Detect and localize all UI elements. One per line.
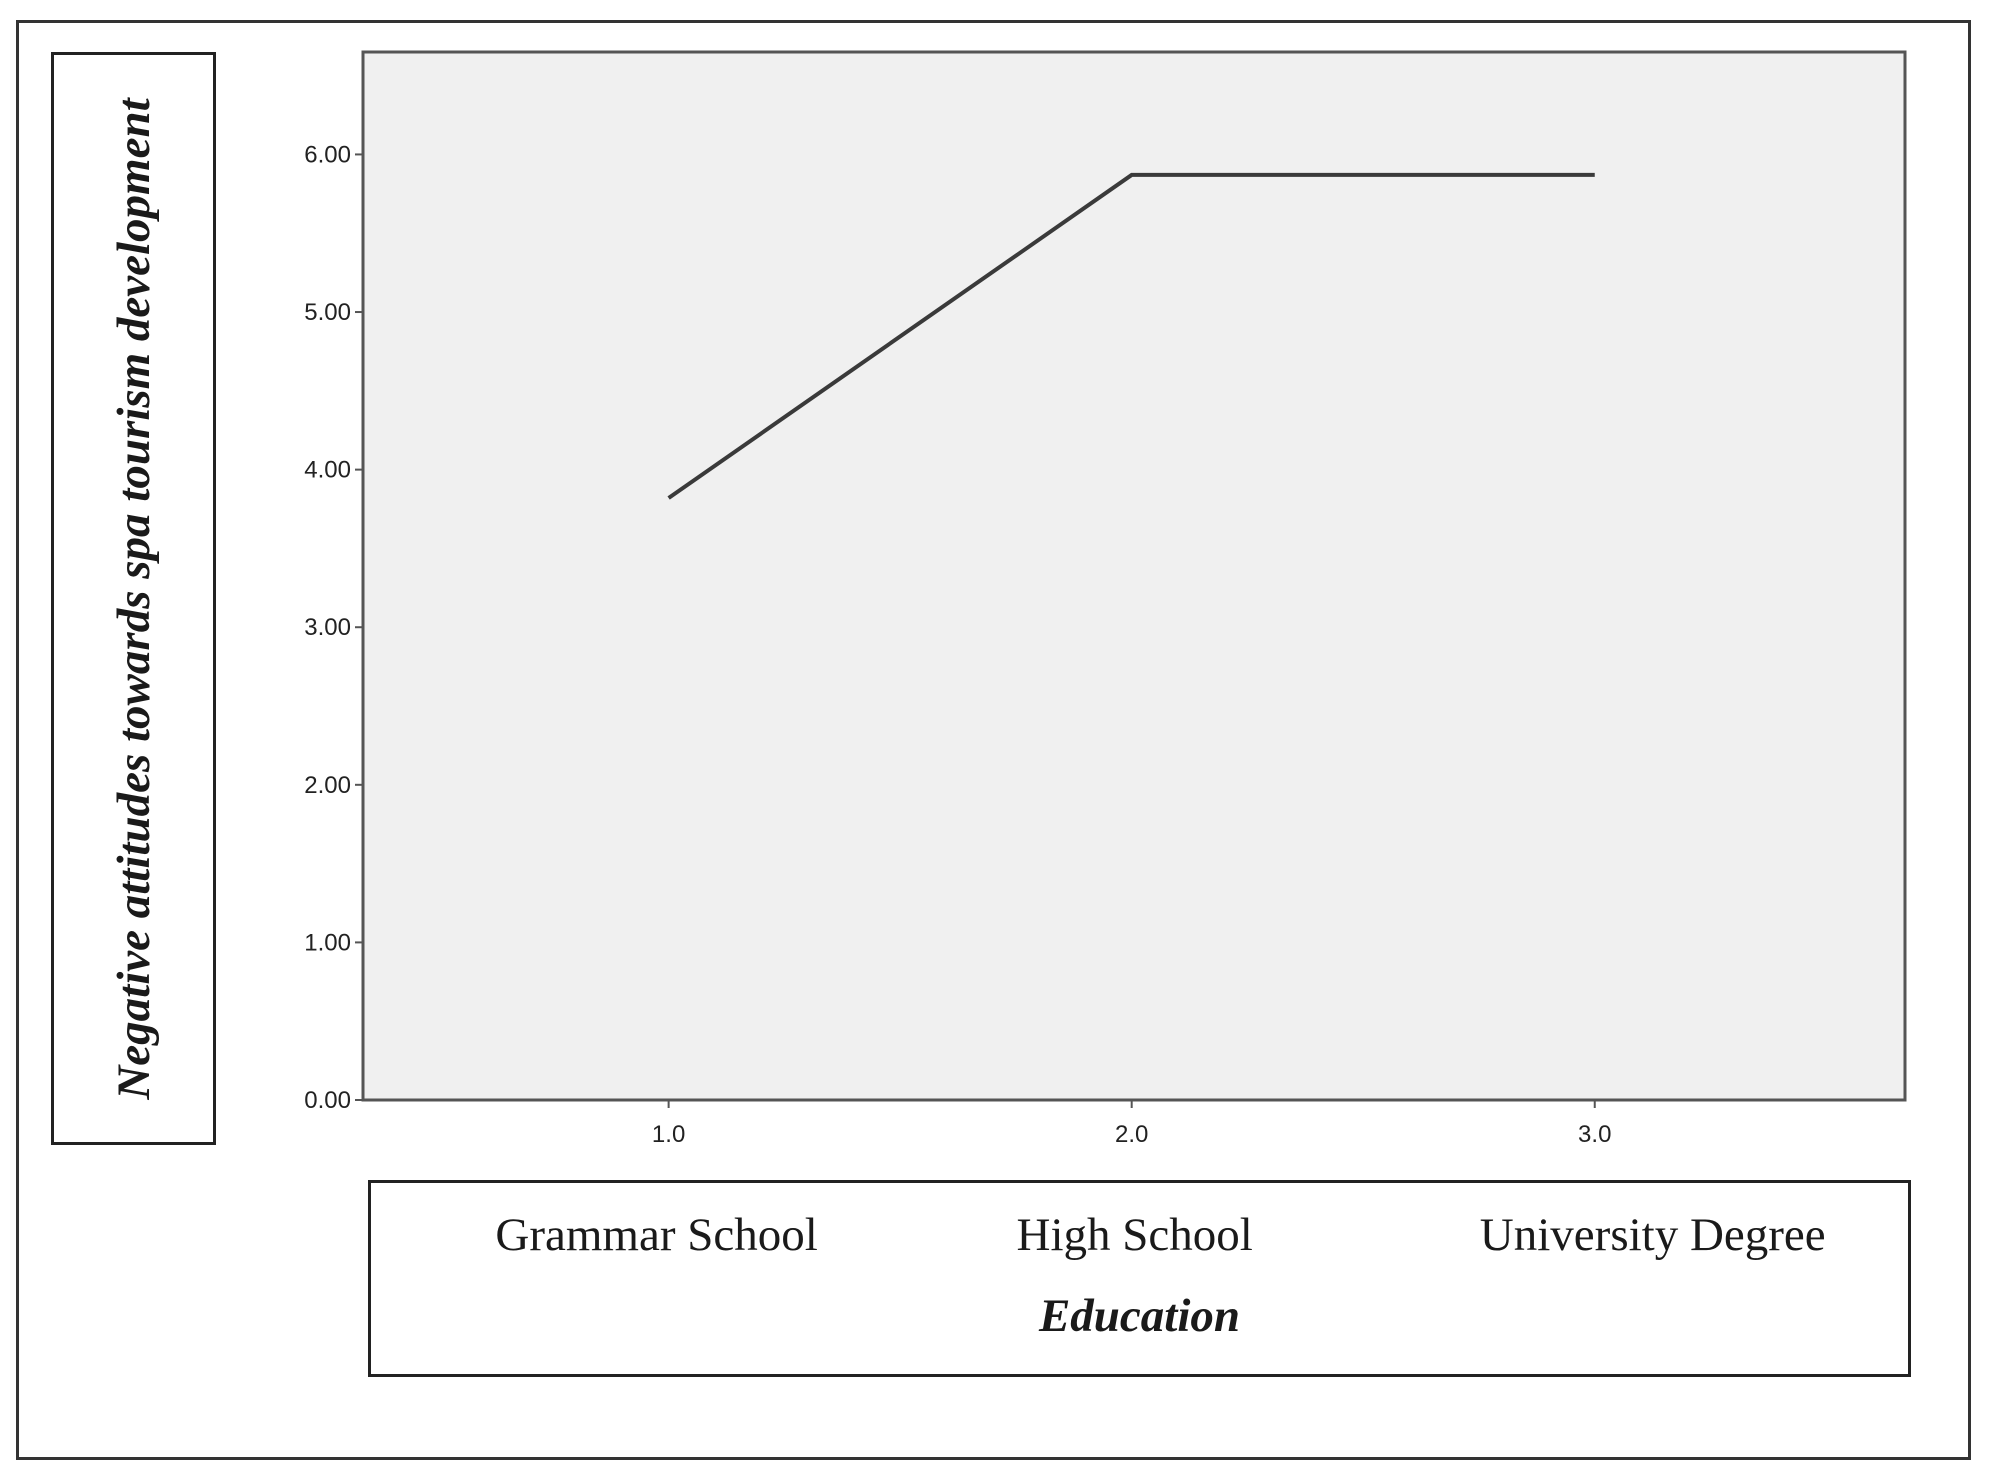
series-layer (667, 172, 1595, 500)
category-label-university-degree: University Degree (1479, 1209, 1826, 1261)
y-tick-label: 0.00 (304, 1087, 351, 1114)
plot-area (361, 50, 1907, 1102)
y-tick-label: 2.00 (304, 772, 351, 799)
figure-frame (16, 20, 1971, 1460)
y-tick-label: 5.00 (304, 299, 351, 326)
x-tick-label: 1.0 (652, 1121, 685, 1148)
y-tick-label: 4.00 (304, 457, 351, 484)
x-axis-label-box: Grammar School High School University De… (368, 1180, 1911, 1377)
x-tick-label: 2.0 (1115, 1121, 1148, 1148)
y-tick-label: 1.00 (304, 929, 351, 956)
y-axis-label-box: Negative attitudes towards spa tourism d… (51, 52, 216, 1145)
x-tick-label: 3.0 (1578, 1121, 1611, 1148)
x-axis-ticks: 1.0 2.0 3.0 (652, 1100, 1611, 1148)
series-line (667, 172, 1595, 500)
category-label-high-school: High School (1016, 1209, 1253, 1261)
y-tick-label: 6.00 (304, 141, 351, 168)
x-axis-title: Education (1038, 1290, 1241, 1342)
y-axis-ticks: 0.00 1.00 2.00 3.00 4.00 5.00 6.00 (304, 141, 363, 1114)
y-tick-label: 3.00 (304, 614, 351, 641)
category-label-grammar-school: Grammar School (495, 1209, 818, 1261)
